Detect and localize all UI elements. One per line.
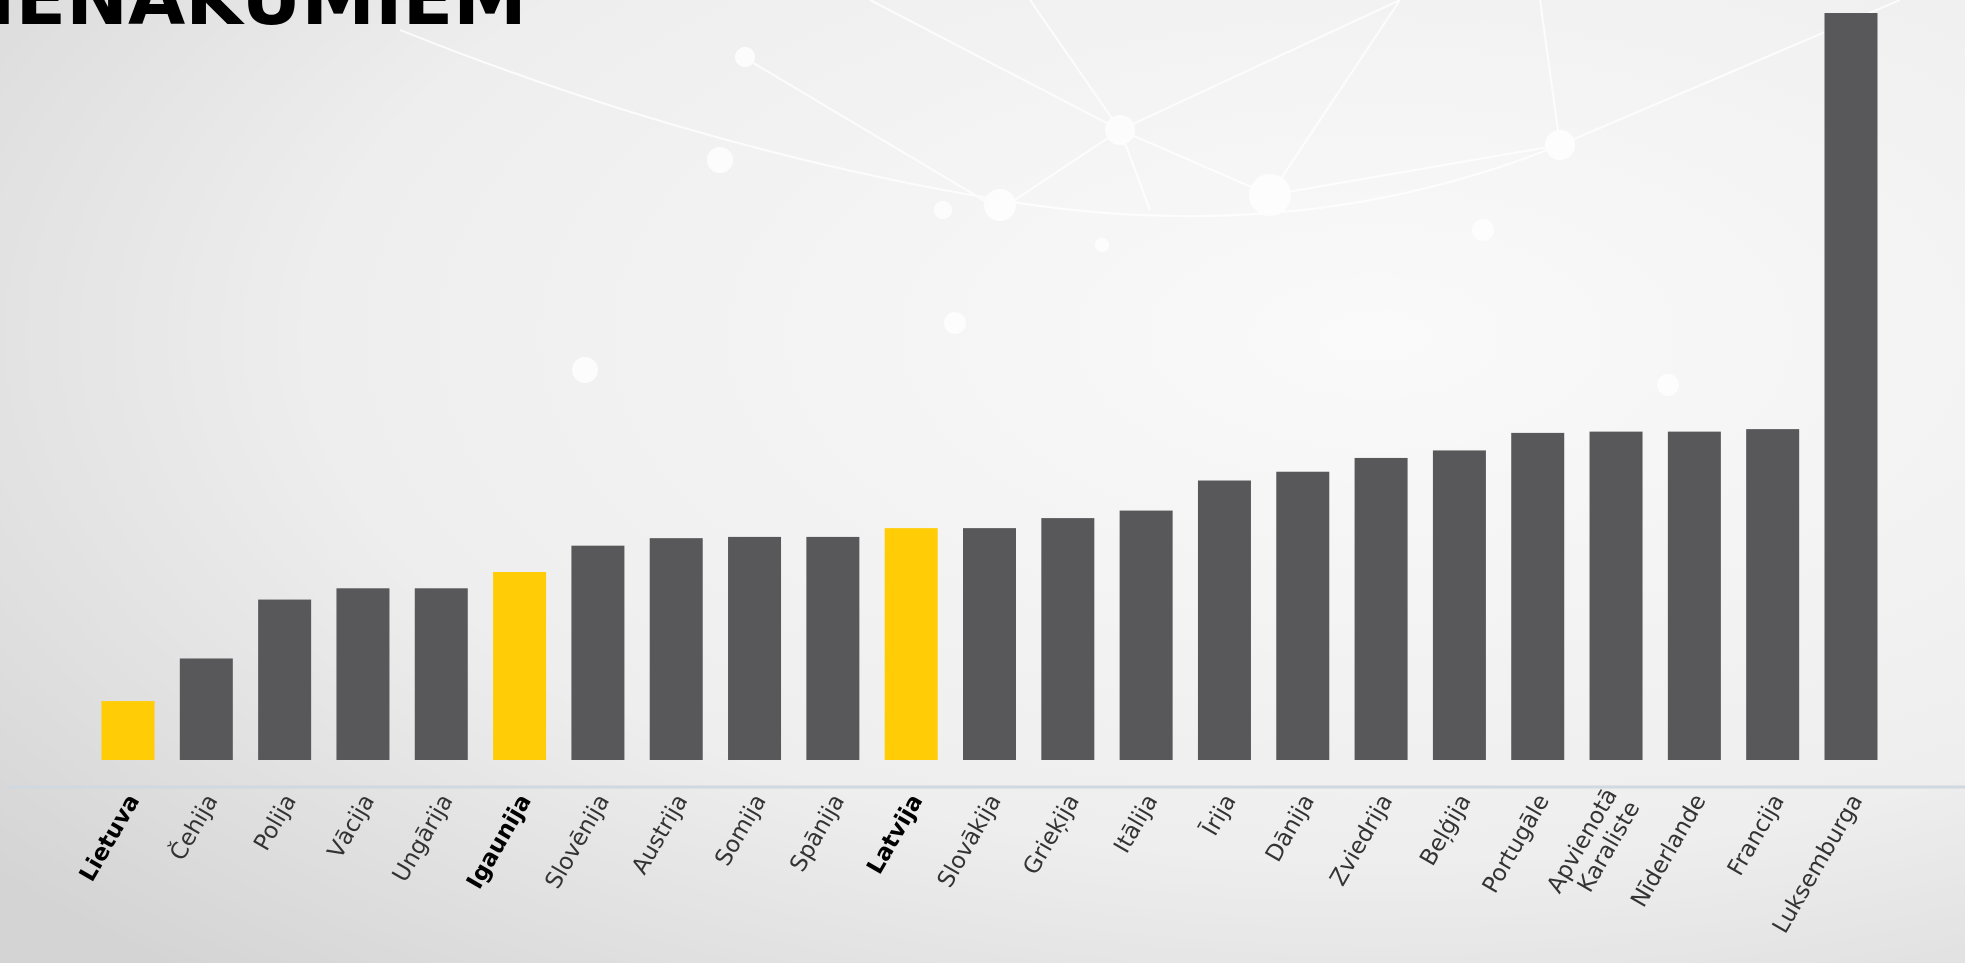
bar — [1276, 471, 1330, 760]
chart-title: IENĀKUMIEM — [0, 0, 527, 42]
bar — [336, 588, 390, 760]
bar — [1197, 480, 1251, 760]
bar — [179, 658, 233, 760]
bar — [1511, 432, 1565, 760]
bar — [258, 599, 312, 760]
bar — [1119, 510, 1173, 760]
bar — [1354, 457, 1408, 760]
bar — [1432, 450, 1486, 760]
bar — [1667, 431, 1721, 760]
bar — [1041, 518, 1095, 760]
bar — [728, 536, 782, 760]
bar — [1589, 431, 1643, 760]
bar — [493, 572, 547, 760]
bar — [649, 538, 703, 760]
bar — [1746, 429, 1800, 760]
bar — [571, 545, 625, 760]
bar — [101, 701, 155, 760]
network-decoration — [399, 0, 1901, 396]
bar — [806, 536, 860, 760]
bar — [963, 528, 1016, 760]
bar — [884, 528, 938, 760]
bar — [414, 588, 468, 760]
bar — [1824, 13, 1878, 761]
